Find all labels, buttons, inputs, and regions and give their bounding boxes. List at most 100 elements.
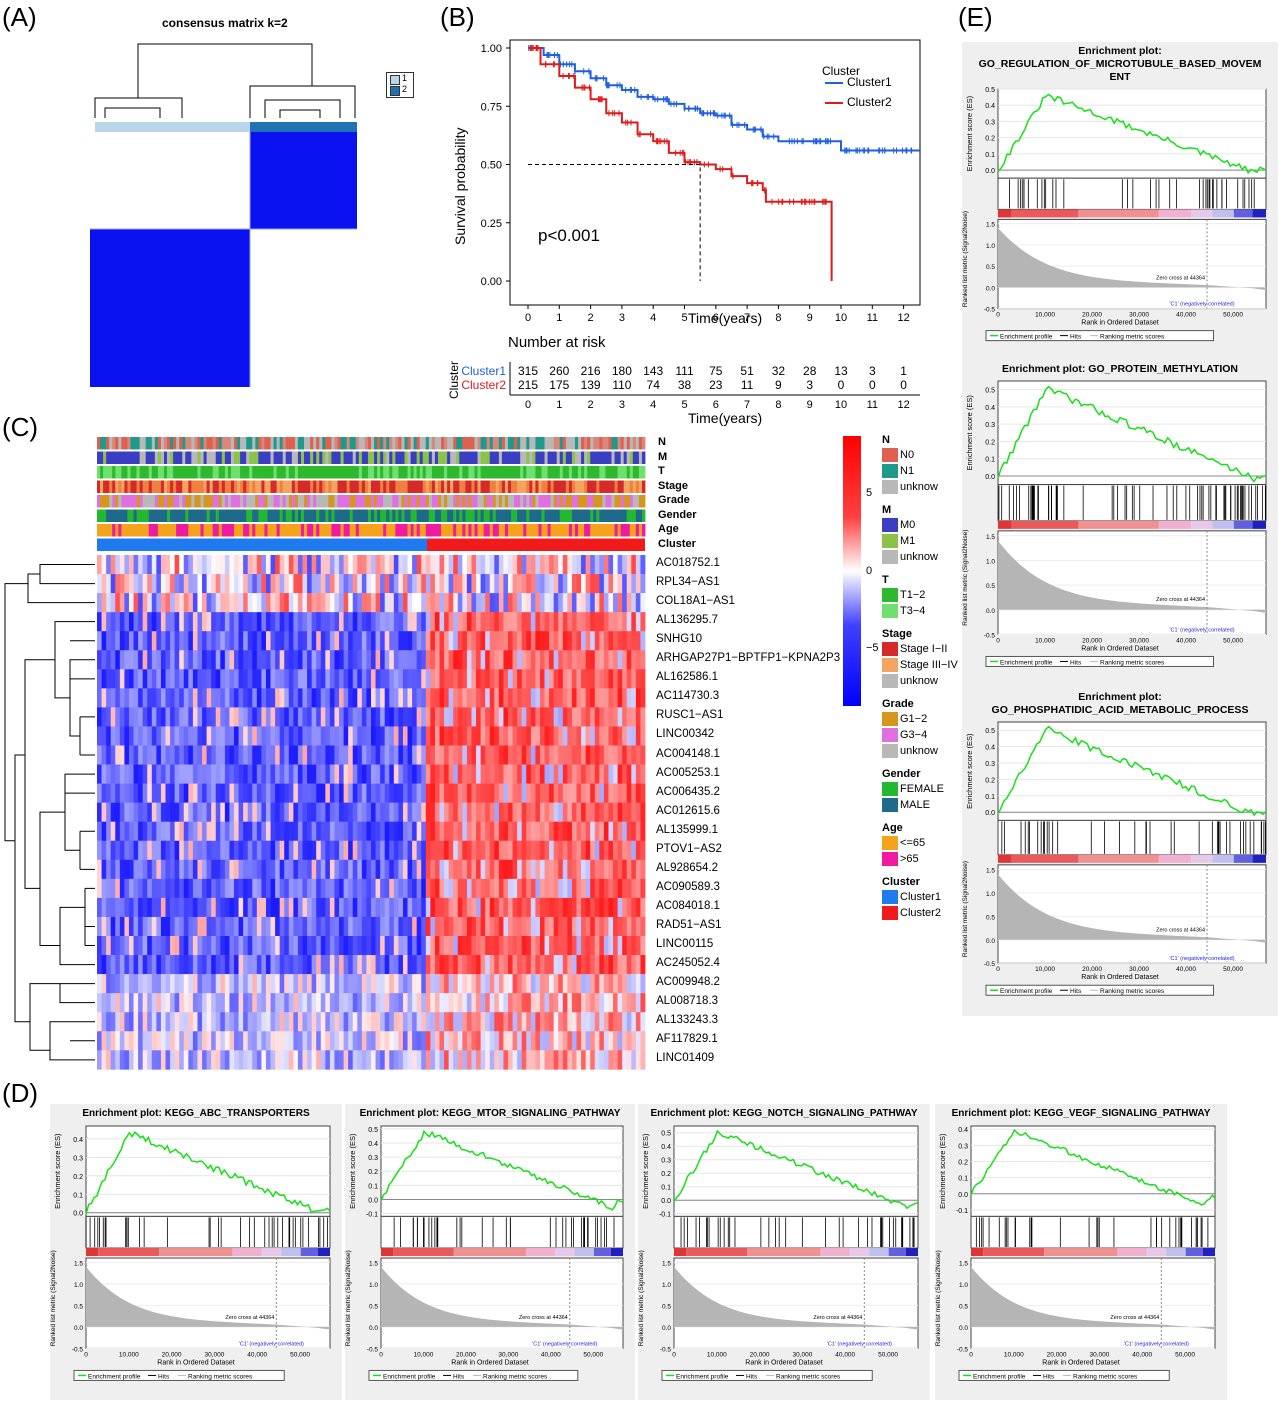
legend-item-label: Stage III−IV xyxy=(900,659,958,671)
es-tick: 0.1 xyxy=(958,1176,968,1183)
scale-tick-minus5: −5 xyxy=(866,642,879,654)
legend-item-label: M1 xyxy=(900,535,915,547)
legend-swatch xyxy=(882,890,898,904)
rank-xtick: 30,000 xyxy=(1129,312,1149,319)
consensus-legend: 1 2 xyxy=(386,72,414,98)
neg-corr-label: 'C1' (negatively correlated) xyxy=(827,1341,892,1347)
es-tick: 0.1 xyxy=(368,1183,378,1190)
legend-item-label: unknow xyxy=(900,551,938,563)
rank-xtick: 0 xyxy=(996,966,1000,973)
legend-item-label: <=65 xyxy=(900,837,925,849)
legend-label-2: 2 xyxy=(402,84,407,94)
rank-ytick: 0.0 xyxy=(74,1325,83,1332)
annotation-cluster1 xyxy=(97,539,427,552)
annotation-label-gender: Gender xyxy=(658,509,697,521)
rank-xtick: 0 xyxy=(969,1351,973,1358)
legend-swatch xyxy=(882,782,898,796)
gene-label: AC090589.3 xyxy=(656,881,720,893)
annotation-track-age xyxy=(97,524,645,537)
legend-line-cluster1 xyxy=(825,82,843,84)
legend-enrichment-profile: Enrichment profile xyxy=(1000,988,1053,995)
rank-xtick: 40,000 xyxy=(1176,966,1196,973)
gene-label: AL008718.3 xyxy=(656,995,718,1007)
risk-xtick: 9 xyxy=(807,399,813,411)
rank-ytick: 1.0 xyxy=(369,1282,378,1289)
heatmap-svg xyxy=(0,432,660,1072)
gsea-svg: Enrichment plot: KEGG_VEGF_SIGNALING_PAT… xyxy=(935,1104,1227,1400)
es-tick: 0.4 xyxy=(985,405,995,412)
rank-ytick: 1.5 xyxy=(662,1260,671,1267)
risk-xtick: 12 xyxy=(897,399,909,411)
gsea-title: Enrichment plot: xyxy=(1078,45,1161,57)
median-line xyxy=(528,165,700,282)
gsea-plot-kegg-vegf: Enrichment plot: KEGG_VEGF_SIGNALING_PAT… xyxy=(935,1104,1227,1400)
legend-item-label: T3−4 xyxy=(900,605,925,617)
gsea-title: Enrichment plot: KEGG_ABC_TRANSPORTERS xyxy=(82,1108,310,1119)
risk-cell: 0 xyxy=(838,378,845,392)
annotation-track-t xyxy=(97,466,645,479)
es-tick: 0.4 xyxy=(368,1141,378,1148)
risk-cell: 23 xyxy=(709,378,723,392)
gene-label: SNHG10 xyxy=(656,633,702,645)
rank-ytick: 0.5 xyxy=(986,914,995,921)
es-tick: 0.2 xyxy=(985,777,995,784)
legend-line-cluster2 xyxy=(825,102,843,104)
legend-item-label: unknow xyxy=(900,745,938,757)
rank-xtick: 50,000 xyxy=(290,1351,310,1358)
risk-cell: 110 xyxy=(612,378,631,392)
rank-xtick: 0 xyxy=(672,1351,676,1358)
zero-cross-label: Zero cross at 44364 xyxy=(1156,276,1205,282)
gene-label: AC006435.2 xyxy=(656,786,720,798)
gene-label: AL135999.1 xyxy=(656,824,718,836)
gene-label: AC084018.1 xyxy=(656,900,720,912)
legend-hits: Hits xyxy=(158,1373,170,1380)
ranking-color-bar xyxy=(971,1248,1215,1256)
gsea-svg: Enrichment plot:GO_REGULATION_OF_MICROTU… xyxy=(962,42,1278,360)
es-ylabel: Enrichment score (ES) xyxy=(348,1133,357,1209)
panel-label-d: (D) xyxy=(2,1078,38,1109)
gsea-plot-kegg-mtor: Enrichment plot: KEGG_MTOR_SIGNALING_PAT… xyxy=(345,1104,635,1400)
es-plot-frame xyxy=(998,89,1266,178)
legend-swatch xyxy=(882,588,898,602)
legend-ranking-metric: Ranking metric scores xyxy=(483,1373,548,1380)
survival-xlabel: Time(years) xyxy=(688,310,762,326)
survival-xtick: 9 xyxy=(807,312,813,324)
ranking-color-bar xyxy=(998,521,1266,529)
es-tick: 0.2 xyxy=(73,1174,83,1181)
neg-corr-label: 'C1' (negatively correlated) xyxy=(239,1341,304,1347)
rank-ytick: 1.5 xyxy=(959,1260,968,1267)
gsea-svg: Enrichment plot:GO_PHOSPHATIDIC_ACID_MET… xyxy=(962,688,1278,1016)
rank-ytick: 1.0 xyxy=(662,1282,671,1289)
rank-xtick: 40,000 xyxy=(247,1351,267,1358)
survival-ylabel: Survival probability xyxy=(452,128,468,246)
gsea-svg: Enrichment plot: KEGG_MTOR_SIGNALING_PAT… xyxy=(345,1104,635,1400)
es-tick: 0.2 xyxy=(985,439,995,446)
es-tick: 0.3 xyxy=(985,119,995,126)
rank-xtick: 20,000 xyxy=(1047,1351,1067,1358)
legend-hits: Hits xyxy=(1070,988,1082,995)
survival-xtick: 8 xyxy=(775,312,781,324)
risk-ylabel: Cluster xyxy=(447,361,461,399)
rank-ytick: 1.5 xyxy=(986,868,995,875)
zero-cross-label: Zero cross at 44364 xyxy=(1110,1315,1159,1321)
es-tick: -0.1 xyxy=(659,1212,671,1219)
legend-item-label: M0 xyxy=(900,519,915,531)
survival-xtick: 1 xyxy=(556,312,562,324)
risk-row-label: Cluster1 xyxy=(461,364,506,378)
risk-cell: 175 xyxy=(549,378,569,392)
panel-label-b: (B) xyxy=(440,2,475,33)
legend-enrichment-profile: Enrichment profile xyxy=(1000,334,1053,341)
rank-ytick: 0.5 xyxy=(986,583,995,590)
survival-xtick: 0 xyxy=(525,312,531,324)
legend-swatch xyxy=(882,518,898,532)
rank-ytick: 0.5 xyxy=(959,1303,968,1310)
rank-xtick: 30,000 xyxy=(1089,1351,1109,1358)
es-tick: 0.1 xyxy=(985,152,995,159)
rank-xlabel: Rank in Ordered Dataset xyxy=(1042,1359,1119,1366)
es-tick: 0.2 xyxy=(985,136,995,143)
legend-item-label: G3−4 xyxy=(900,729,927,741)
zero-cross-label: Zero cross at 44364 xyxy=(1156,927,1205,933)
rank-xtick: 50,000 xyxy=(1223,637,1243,644)
legend-item-label: G1−2 xyxy=(900,713,927,725)
